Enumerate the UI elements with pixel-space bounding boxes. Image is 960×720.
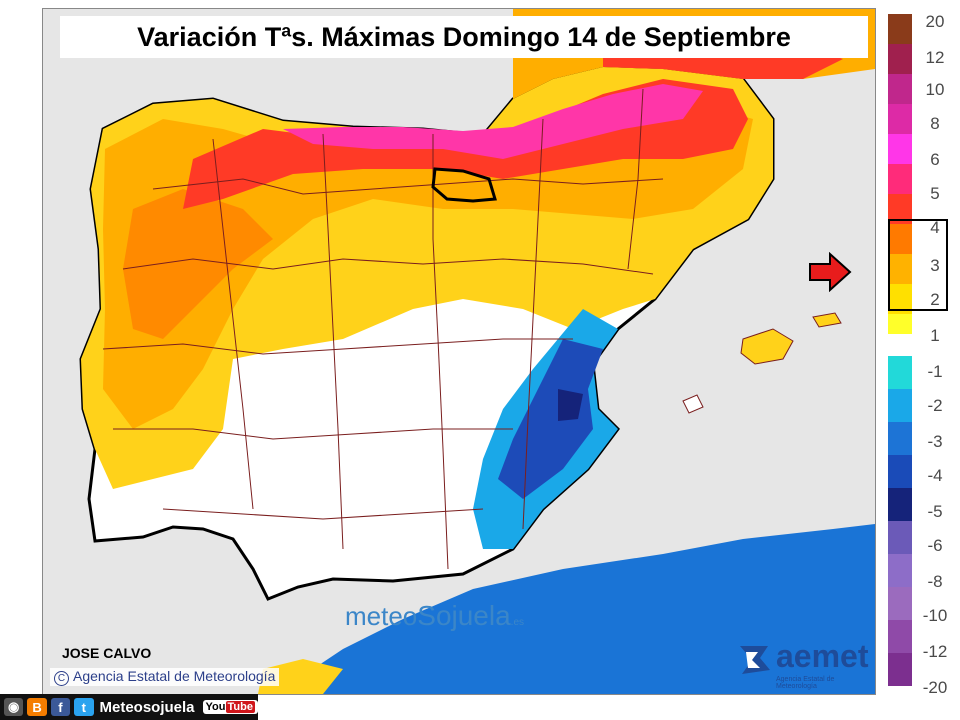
legend-label: -8	[927, 572, 943, 591]
watermark-part2: Sojuela	[417, 600, 511, 631]
legend-label: 4	[930, 218, 940, 237]
legend-label: 12	[925, 48, 945, 67]
author-credit: JOSE CALVO	[62, 645, 152, 661]
legend-swatch-warm	[888, 44, 912, 74]
legend-swatch-cold	[888, 356, 912, 389]
legend-swatch-warm	[888, 314, 912, 334]
youtube-icon[interactable]: You Tube	[202, 700, 258, 714]
meteosojuela-watermark: meteoSojuela.es	[345, 600, 524, 632]
twitter-icon[interactable]: t	[74, 698, 94, 716]
map-panel	[42, 8, 876, 695]
legend-label: -1	[927, 362, 943, 381]
legend-swatch-warm	[888, 134, 912, 164]
balearic-menorca	[812, 312, 842, 328]
legend-label: 20	[925, 12, 945, 31]
legend-label: -12	[922, 642, 948, 661]
warm-area-north-6-8	[283, 84, 703, 159]
legend-swatch-cold	[888, 389, 912, 422]
cold-area-east-strong	[498, 339, 603, 499]
cold-area-core	[558, 389, 583, 421]
legend-label: 8	[930, 114, 940, 133]
legend-label: -3	[927, 432, 943, 451]
warm-area-3-4	[123, 189, 273, 339]
legend-label: 3	[930, 256, 940, 275]
legend-label: -5	[927, 502, 943, 521]
legend-swatch-cold	[888, 422, 912, 455]
blogger-icon[interactable]: B	[27, 698, 47, 716]
la-rioja-outline	[431, 167, 497, 203]
agency-credit: C Agencia Estatal de Meteorología	[50, 668, 280, 686]
legend-swatch-cold	[888, 455, 912, 488]
instagram-icon[interactable]: ◉	[4, 698, 24, 716]
copyright-icon: C	[54, 671, 69, 686]
legend-swatch-warm	[888, 254, 912, 284]
legend-swatch-cold	[888, 620, 912, 653]
legend-label: 2	[930, 290, 940, 309]
social-bar: ◉ B f t Meteosojuela You Tube	[0, 694, 258, 720]
aemet-logo-text: aemet	[776, 638, 869, 674]
map-title: Variación Tªs. Máximas Domingo 14 de Sep…	[60, 16, 868, 58]
temperature-map	[79, 9, 875, 694]
legend-swatch-cold	[888, 554, 912, 587]
agency-credit-text: Agencia Estatal de Meteorología	[73, 668, 276, 684]
balearic-mallorca	[740, 328, 794, 365]
legend-swatch-warm	[888, 224, 912, 254]
legend-swatch-warm	[888, 104, 912, 134]
legend-label: 10	[925, 80, 945, 99]
legend-swatch-warm	[888, 164, 912, 194]
red-arrow-icon	[809, 252, 852, 292]
legend-swatch-warm	[888, 14, 912, 44]
aemet-logo-icon	[740, 646, 770, 674]
province-borders	[102, 88, 664, 570]
legend-swatch-cold	[888, 587, 912, 620]
legend-highlight-box	[888, 219, 948, 311]
watermark-part1: meteo	[345, 601, 418, 631]
balearic-ibiza	[682, 394, 704, 414]
cold-area-africa	[303, 524, 875, 694]
legend-label: -10	[922, 606, 948, 625]
legend-label: 5	[930, 184, 940, 203]
color-legend: 20 12 10 8 6 5 4 3 2 1 -1 -2 -3 -4 -5 -6 -8 -10 -12 -20	[886, 12, 956, 697]
legend-label: -6	[927, 536, 943, 555]
legend-swatch-cold	[888, 653, 912, 686]
social-name: Meteosojuela	[99, 698, 195, 716]
facebook-icon[interactable]: f	[50, 698, 71, 716]
aemet-logo-subtext: Agencia Estatal de Meteorología	[776, 676, 835, 690]
legend-label: 6	[930, 150, 940, 169]
legend-label: 1	[930, 326, 940, 345]
legend-label: -4	[927, 466, 943, 485]
legend-swatch-cold	[888, 521, 912, 554]
legend-swatch-cold	[888, 488, 912, 521]
legend-swatch-warm	[888, 74, 912, 104]
aemet-logo: aemet Agencia Estatal de Meteorología	[738, 638, 873, 690]
watermark-part3: .es	[510, 617, 525, 628]
legend-label: -2	[927, 396, 943, 415]
legend-label: -20	[922, 678, 948, 697]
